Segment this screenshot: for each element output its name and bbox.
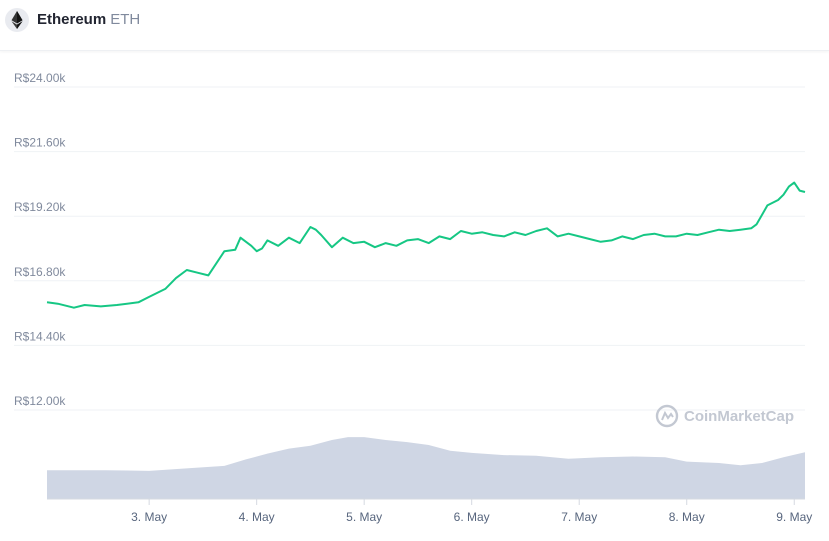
ethereum-icon — [5, 8, 29, 32]
x-tick-label: 9. May — [776, 510, 812, 524]
y-tick-label: R$24.00k — [14, 71, 66, 85]
coin-name: Ethereum — [37, 11, 107, 28]
x-tick-label: 8. May — [669, 510, 705, 524]
y-tick-label: R$19.20k — [14, 200, 66, 214]
x-tick-label: 4. May — [239, 510, 275, 524]
x-axis-ticks: 3. May 4. May 5. May 6. May 7. May 8. May 9. M… — [131, 499, 812, 524]
x-tick-label: 7. May — [561, 510, 597, 524]
y-axis-ticks: R$24.00k R$21.60k R$19.20k R$16.80k R$14.40k… — [14, 71, 66, 408]
coinmarketcap-logo-icon — [655, 404, 679, 428]
x-tick-label: 3. May — [131, 510, 167, 524]
coin-title: Ethereum ETH — [37, 11, 140, 28]
x-tick-label: 5. May — [346, 510, 382, 524]
grid-lines — [14, 86, 805, 411]
y-tick-label: R$14.40k — [14, 329, 66, 343]
watermark: CoinMarketCap — [655, 404, 794, 428]
price-chart[interactable]: R$24.00k R$21.60k R$19.20k R$16.80k R$14.40k… — [0, 52, 829, 541]
watermark-text: CoinMarketCap — [684, 408, 794, 425]
price-line[interactable] — [46, 181, 806, 309]
y-tick-label: R$21.60k — [14, 136, 66, 150]
y-tick-label: R$16.80k — [14, 265, 66, 279]
coin-header: Ethereum ETH — [0, 0, 829, 51]
x-tick-label: 6. May — [454, 510, 490, 524]
y-tick-label: R$12.00k — [14, 394, 66, 408]
coin-symbol: ETH — [110, 11, 141, 28]
volume-area — [47, 437, 805, 499]
